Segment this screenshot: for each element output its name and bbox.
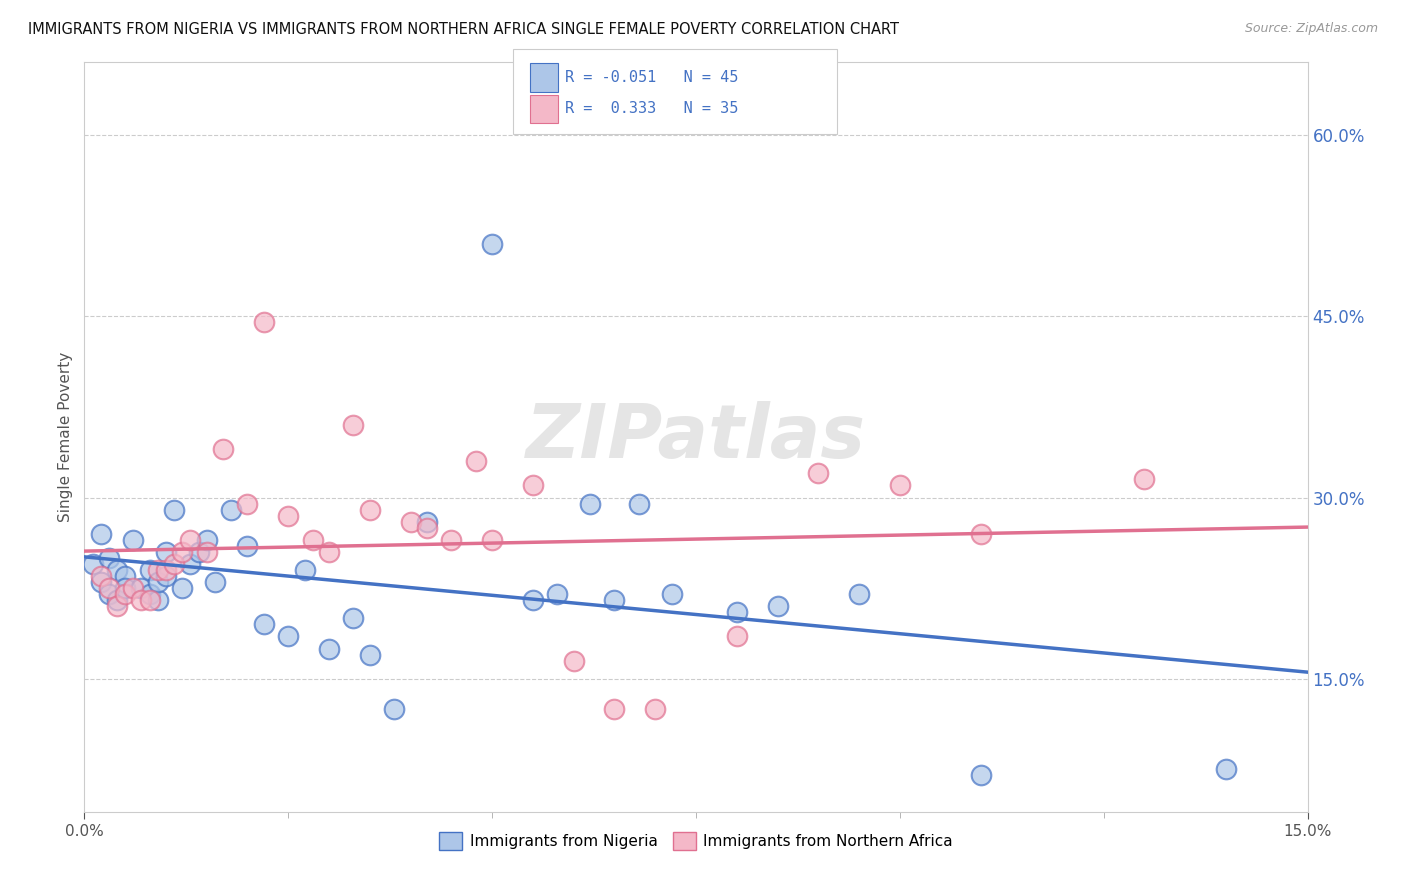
Point [90,526,112,541]
Legend: Immigrants from Nigeria, Immigrants from Northern Africa: Immigrants from Nigeria, Immigrants from… [433,826,959,856]
Point [97,550,120,565]
Point [416,515,439,529]
Point [114,587,136,601]
Point [603,702,626,716]
Text: IMMIGRANTS FROM NIGERIA VS IMMIGRANTS FROM NORTHERN AFRICA SINGLE FEMALE POVERTY: IMMIGRANTS FROM NIGERIA VS IMMIGRANTS FR… [28,22,898,37]
Point [766,599,789,614]
Point [359,502,381,516]
Point [522,593,544,607]
Point [212,442,235,457]
Point [138,593,160,607]
Point [146,593,169,607]
Point [562,654,585,668]
Point [146,575,169,590]
Point [889,478,911,492]
Point [138,587,160,601]
Point [131,593,153,607]
Point [122,581,145,595]
Point [236,497,259,511]
Point [481,236,503,251]
Point [195,545,218,559]
Point [97,587,120,601]
Point [179,557,201,571]
Point [204,575,226,590]
Y-axis label: Single Female Poverty: Single Female Poverty [58,352,73,522]
Point [277,630,299,644]
Point [725,605,748,619]
Point [155,563,177,577]
Point [342,611,364,625]
Point [644,702,666,716]
Point [970,526,993,541]
Point [342,417,364,432]
Point [179,533,201,547]
Text: Source: ZipAtlas.com: Source: ZipAtlas.com [1244,22,1378,36]
Point [253,617,276,632]
Point [661,587,683,601]
Point [114,581,136,595]
Point [318,545,340,559]
Text: R =  0.333   N = 35: R = 0.333 N = 35 [565,102,738,116]
Point [440,533,463,547]
Text: R = -0.051   N = 45: R = -0.051 N = 45 [565,70,738,85]
Point [105,563,128,577]
Point [155,569,177,583]
Point [172,545,194,559]
Point [725,630,748,644]
Point [163,502,186,516]
Point [301,533,323,547]
Point [603,593,626,607]
Point [172,581,194,595]
Point [236,539,259,553]
Point [627,497,650,511]
Point [114,569,136,583]
Point [848,587,870,601]
Point [416,521,439,535]
Point [138,563,160,577]
Point [464,454,486,468]
Point [318,641,340,656]
Point [82,557,104,571]
Point [122,533,145,547]
Point [146,563,169,577]
Point [195,533,218,547]
Text: ZIPatlas: ZIPatlas [526,401,866,474]
Point [481,533,503,547]
Point [97,581,120,595]
Point [359,648,381,662]
Point [131,581,153,595]
Point [253,315,276,329]
Point [1215,763,1237,777]
Point [163,557,186,571]
Point [970,768,993,782]
Point [187,545,209,559]
Point [522,478,544,492]
Point [155,545,177,559]
Point [105,599,128,614]
Point [219,502,242,516]
Point [399,515,422,529]
Point [294,563,316,577]
Point [105,593,128,607]
Point [807,467,830,481]
Point [277,508,299,523]
Point [90,575,112,590]
Point [382,702,405,716]
Point [90,569,112,583]
Point [1133,472,1156,486]
Point [579,497,602,511]
Point [546,587,568,601]
